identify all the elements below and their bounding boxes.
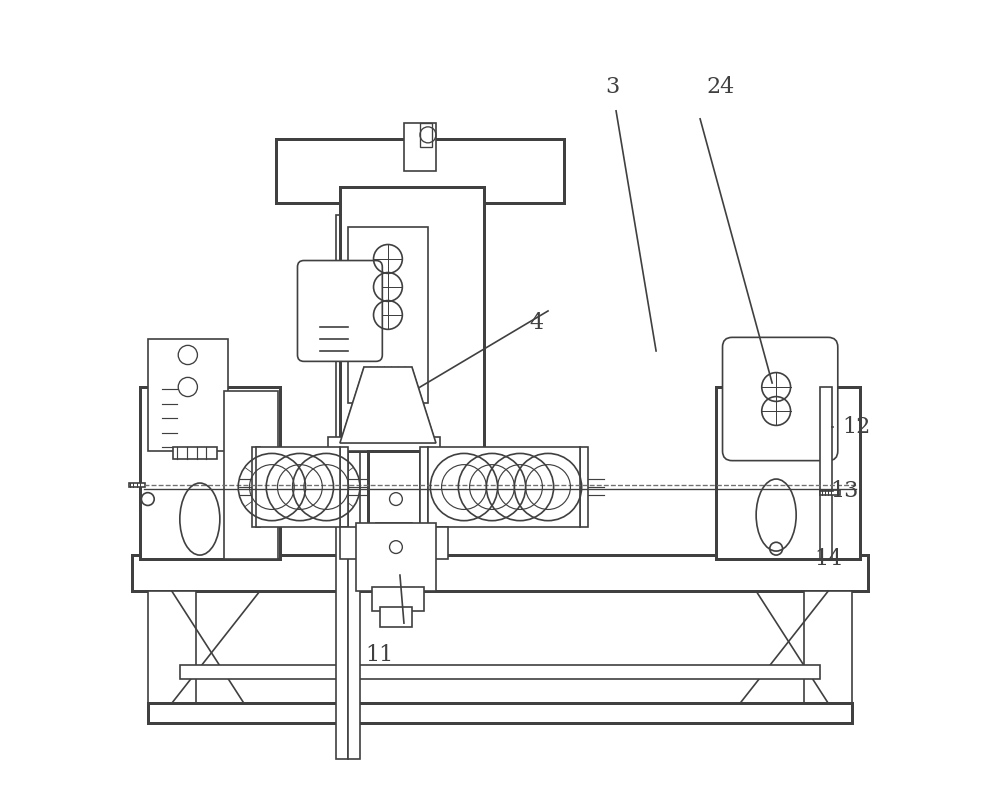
Bar [340,187,484,451]
Bar [376,523,412,543]
Text: 11: 11 [366,644,394,666]
FancyBboxPatch shape [297,260,382,361]
Bar [140,387,280,559]
Bar [372,587,424,611]
Text: 3: 3 [605,76,619,98]
Bar [340,527,372,559]
Bar [420,123,432,147]
Bar [148,703,852,723]
Bar [336,215,348,759]
Bar [820,490,840,495]
Text: 4: 4 [529,312,543,334]
Bar [580,447,588,527]
Text: 14: 14 [814,548,842,570]
Bar [348,227,428,403]
Bar [328,437,440,451]
Bar [348,215,360,759]
Bar [380,607,412,627]
Bar [252,447,260,527]
Bar [416,527,448,559]
Bar [129,483,145,487]
Text: 13: 13 [830,480,858,502]
Bar [224,391,278,559]
Bar [716,387,860,559]
Bar [148,339,228,451]
Bar [420,447,428,527]
Bar [368,451,420,527]
Bar [356,523,436,591]
Polygon shape [340,367,436,443]
Text: 24: 24 [706,76,734,98]
Bar [148,591,196,723]
Bar [132,555,868,591]
Bar [173,447,217,459]
Bar [804,591,852,723]
FancyBboxPatch shape [723,338,838,461]
Bar [340,447,348,527]
Bar [820,387,832,559]
Polygon shape [428,447,580,527]
Polygon shape [256,447,340,527]
Bar [276,139,564,203]
Bar [180,665,820,679]
Bar [404,123,436,171]
Text: 12: 12 [842,416,870,438]
